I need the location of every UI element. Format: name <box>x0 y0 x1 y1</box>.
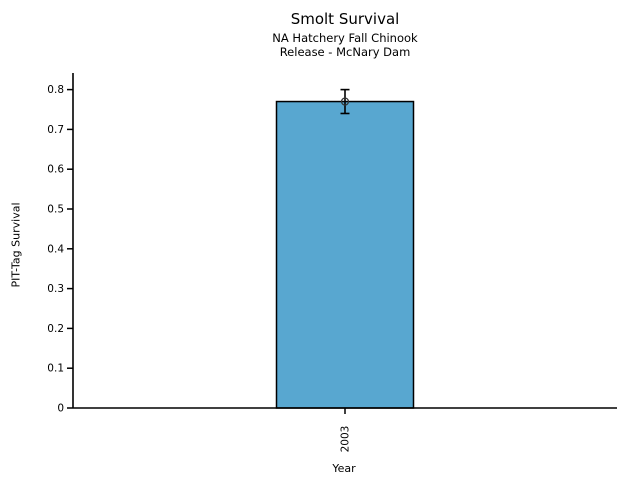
x-axis-label: Year <box>332 462 356 475</box>
y-tick-label: 0.2 <box>47 323 64 335</box>
bar-2003[interactable] <box>275 100 415 409</box>
y-tick-label: 0.6 <box>47 164 64 176</box>
chart-title: Smolt Survival <box>290 10 400 28</box>
x-tick-label: 2003 <box>340 426 352 453</box>
chart-subtitle-line2: Release - McNary Dam <box>279 45 411 59</box>
y-tick-label: 0.4 <box>47 243 64 255</box>
y-tick-label: 0.5 <box>47 204 64 216</box>
y-tick-label: 0.3 <box>47 283 64 295</box>
chart-subtitle-line1: NA Hatchery Fall Chinook <box>272 31 418 45</box>
y-tick-label: 0.1 <box>47 363 64 375</box>
y-tick-label: 0.8 <box>47 84 64 96</box>
y-tick-label: 0.7 <box>47 124 64 136</box>
data-point-marker <box>340 97 350 106</box>
y-tick-label: 0 <box>57 403 64 415</box>
